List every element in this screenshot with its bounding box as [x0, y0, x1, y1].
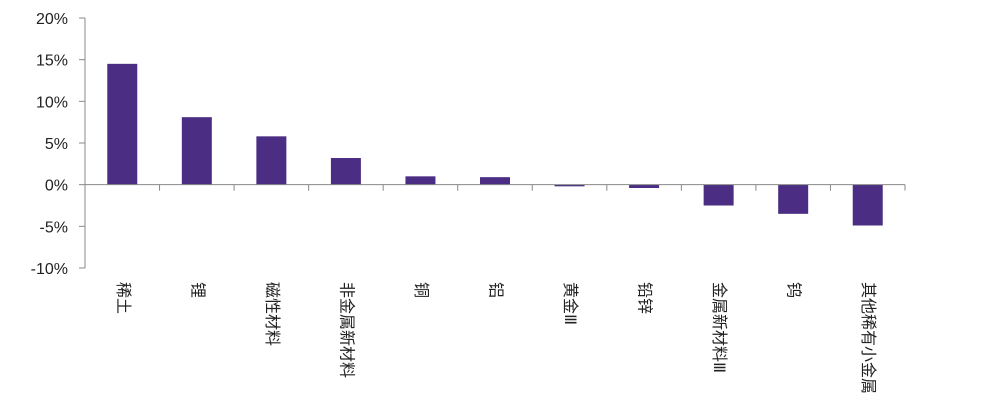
x-tick-label: 铅锌 [636, 282, 655, 314]
y-axis: 20% 15% 10% 5% 0% -5% -10% [31, 11, 86, 278]
bar [480, 177, 510, 185]
bars [107, 63, 883, 226]
bar [330, 158, 361, 185]
x-tick-label: 铜 [412, 282, 431, 298]
y-tick-label: 0% [45, 178, 68, 195]
bar [778, 184, 809, 214]
bar [852, 184, 883, 226]
bar [181, 117, 212, 185]
y-tick-label: 10% [36, 94, 68, 111]
bar [703, 184, 734, 206]
x-tick-label: 钨 [785, 282, 804, 298]
x-axis [85, 184, 906, 191]
x-tick-label: 非金属新材料 [337, 282, 356, 378]
x-tick-label: 黄金Ⅲ [561, 282, 580, 325]
bar [256, 136, 287, 185]
y-tick-label: 15% [36, 53, 68, 70]
y-tick-label: 5% [45, 136, 68, 153]
y-tick-label: -5% [40, 219, 68, 236]
x-tick-label: 金属新材料Ⅲ [710, 282, 729, 373]
x-tick-labels: 稀土 锂 磁性材料 非金属新材料 铜 铝 黄金Ⅲ 铅锌 金属新材料Ⅲ 钨 其他稀有小金属 [114, 282, 878, 394]
bar [405, 176, 436, 185]
x-tick-label: 其他稀有小金属 [859, 282, 878, 394]
bar [554, 184, 585, 187]
x-tick-label: 磁性材料 [263, 282, 282, 346]
x-tick-label: 铝 [487, 282, 506, 298]
y-tick-label: 20% [36, 11, 68, 28]
x-tick-label: 锂 [188, 282, 207, 298]
x-tick-label: 稀土 [114, 282, 133, 314]
bar [629, 184, 660, 188]
y-tick-label: -10% [31, 261, 68, 278]
bar [107, 63, 138, 185]
